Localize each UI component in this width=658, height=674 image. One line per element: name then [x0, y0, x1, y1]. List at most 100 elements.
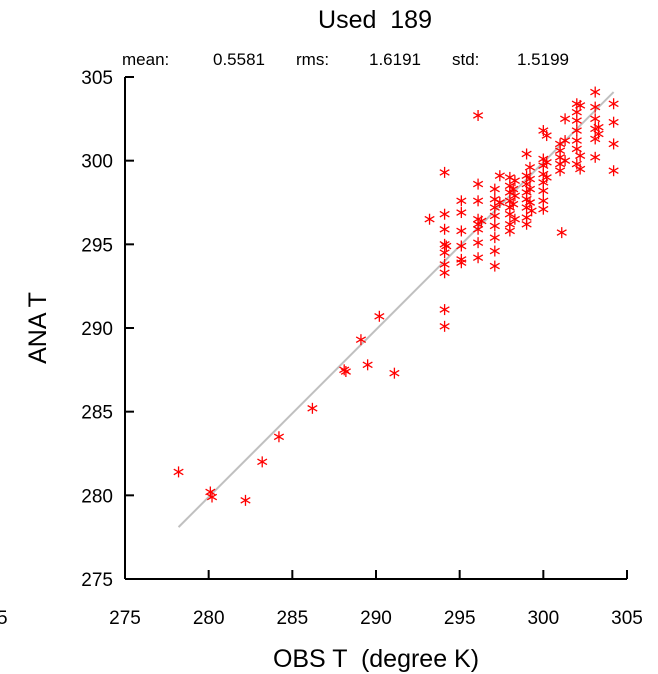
data-point [509, 175, 520, 187]
y-tick-label: 285 [81, 403, 113, 424]
data-point [608, 165, 619, 177]
data-point [439, 166, 450, 178]
data-point [559, 155, 571, 167]
data-point [590, 101, 601, 113]
data-point [524, 183, 536, 195]
data-point [575, 99, 586, 111]
data-point [524, 173, 536, 185]
data-point [439, 223, 450, 235]
data-point [489, 245, 500, 257]
data-point [472, 195, 484, 207]
data-point [521, 148, 532, 160]
data-point [489, 232, 500, 244]
data-point [590, 86, 601, 98]
data-point [538, 203, 549, 215]
data-point [541, 156, 552, 168]
data-point [509, 190, 520, 202]
x-axis-ticks: 275 280 285 290 295 300 305 [109, 570, 643, 629]
stat-std-value: 1.5199 [517, 50, 569, 69]
data-point [509, 213, 520, 225]
plot-axes [124, 77, 627, 580]
data-point [456, 257, 467, 269]
y-tick-label: 305 [81, 68, 113, 89]
data-point [456, 195, 467, 207]
data-point [456, 225, 467, 237]
data-point [173, 466, 184, 478]
data-point [608, 116, 619, 128]
data-point [508, 183, 519, 195]
data-point [439, 320, 450, 332]
x-tick-label: 280 [193, 608, 225, 629]
y-tick-label: 300 [81, 152, 113, 173]
data-point [524, 161, 536, 173]
x-tick-label: 290 [360, 608, 392, 629]
data-point [206, 491, 218, 503]
y-tick-label: 290 [81, 319, 113, 340]
data-point [590, 113, 601, 125]
stat-mean-label: mean: [122, 50, 169, 69]
x-tick-label: 300 [527, 608, 559, 629]
data-point [508, 198, 519, 210]
data-point [538, 185, 549, 197]
data-point [559, 135, 571, 147]
data-point [472, 178, 484, 190]
stat-mean-value: 0.5581 [213, 50, 265, 69]
data-point [608, 98, 619, 110]
data-point [524, 197, 536, 208]
stat-rms-value: 1.6191 [369, 50, 421, 69]
data-point [590, 151, 601, 163]
data-point [439, 208, 450, 220]
data-point [307, 402, 318, 414]
data-point [593, 128, 604, 140]
data-point [424, 213, 435, 225]
y-axis-ticks: 275 280 285 290 295 300 305 [81, 68, 134, 591]
data-point [571, 115, 582, 127]
scatter-points [173, 86, 619, 506]
data-point [439, 304, 450, 316]
data-point [257, 456, 268, 468]
data-point [494, 197, 505, 208]
data-point [273, 431, 285, 443]
data-point [439, 247, 450, 259]
data-point [456, 240, 467, 252]
data-point [240, 494, 251, 506]
data-point [556, 227, 567, 239]
data-point [472, 109, 484, 121]
data-point [340, 366, 351, 378]
y-tick-label: 275 [81, 570, 113, 591]
y-tick-label: 295 [81, 235, 113, 256]
data-point [571, 125, 582, 137]
fit-line [177, 91, 615, 528]
x-tick-label: 305 [611, 608, 643, 629]
data-point [489, 220, 500, 232]
data-point [575, 163, 586, 175]
data-point [472, 223, 484, 235]
data-point [489, 183, 500, 195]
data-point [504, 208, 515, 220]
data-point [389, 367, 400, 379]
data-point [374, 310, 385, 322]
x-tick-label: 295 [444, 608, 476, 629]
x-axis-label: OBS T (degree K) [273, 645, 479, 673]
data-point [608, 138, 619, 150]
data-point [362, 359, 373, 371]
data-point [472, 252, 484, 264]
y-tick-label: 280 [81, 486, 113, 507]
data-point [489, 210, 500, 222]
data-point [472, 237, 484, 249]
data-point [355, 334, 367, 346]
data-point [476, 215, 487, 227]
chart-title: Used 189 [318, 6, 432, 34]
data-point [541, 130, 552, 142]
data-point [494, 170, 505, 182]
data-point [526, 205, 537, 217]
data-point [521, 218, 532, 230]
data-point [541, 171, 552, 183]
stat-rms-label: rms: [296, 50, 329, 69]
x-tick-label: 285 [276, 608, 308, 629]
data-point [504, 225, 515, 237]
partial-tick-label: 5 [0, 608, 8, 629]
data-point [554, 165, 566, 177]
data-point [489, 260, 500, 272]
